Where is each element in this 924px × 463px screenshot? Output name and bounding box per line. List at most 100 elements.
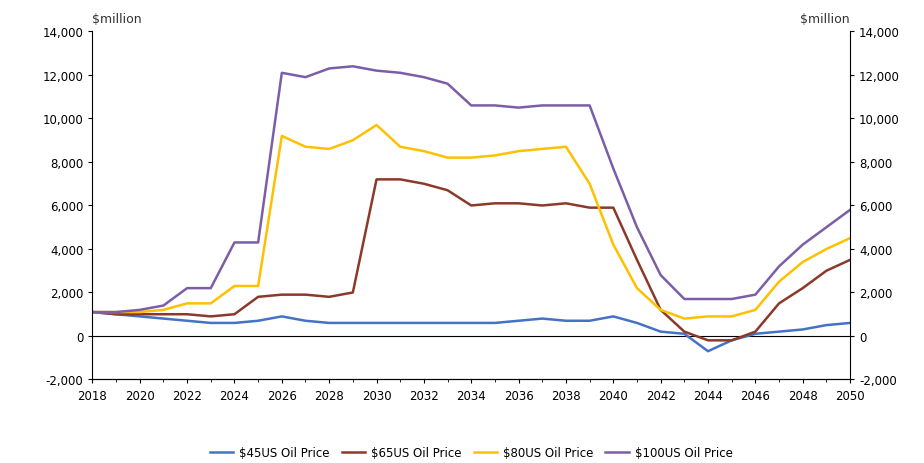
Line: $100US Oil Price: $100US Oil Price xyxy=(92,67,850,313)
$45US Oil Price xyxy=(229,320,240,326)
$45US Oil Price xyxy=(205,320,216,326)
$65US Oil Price xyxy=(205,314,216,319)
$65US Oil Price xyxy=(134,312,145,317)
$65US Oil Price xyxy=(608,206,619,211)
Legend: $45US Oil Price, $65US Oil Price, $80US Oil Price, $100US Oil Price: $45US Oil Price, $65US Oil Price, $80US … xyxy=(205,441,737,463)
$100US Oil Price xyxy=(347,64,359,70)
$80US Oil Price xyxy=(655,307,666,313)
Line: $45US Oil Price: $45US Oil Price xyxy=(92,313,850,351)
$100US Oil Price xyxy=(323,67,334,72)
$80US Oil Price xyxy=(395,144,406,150)
$100US Oil Price xyxy=(797,242,808,248)
$65US Oil Price xyxy=(466,203,477,209)
$80US Oil Price xyxy=(513,149,524,155)
$45US Oil Price xyxy=(749,332,760,337)
$100US Oil Price xyxy=(134,307,145,313)
$100US Oil Price xyxy=(300,75,311,81)
$100US Oil Price xyxy=(158,303,169,309)
$65US Oil Price xyxy=(584,206,595,211)
$100US Oil Price xyxy=(466,103,477,109)
Line: $80US Oil Price: $80US Oil Price xyxy=(92,126,850,319)
$80US Oil Price xyxy=(797,260,808,265)
$80US Oil Price xyxy=(371,123,382,129)
$45US Oil Price xyxy=(182,318,193,324)
$65US Oil Price xyxy=(749,329,760,335)
$65US Oil Price xyxy=(442,188,453,194)
$100US Oil Price xyxy=(419,75,430,81)
$80US Oil Price xyxy=(229,283,240,289)
$80US Oil Price xyxy=(631,286,642,291)
$65US Oil Price xyxy=(111,312,122,317)
$80US Oil Price xyxy=(490,153,501,159)
$80US Oil Price xyxy=(111,310,122,315)
$100US Oil Price xyxy=(608,166,619,172)
$45US Oil Price xyxy=(158,316,169,322)
$100US Oil Price xyxy=(490,103,501,109)
$65US Oil Price xyxy=(655,307,666,313)
$80US Oil Price xyxy=(749,307,760,313)
$80US Oil Price xyxy=(584,181,595,187)
$80US Oil Price xyxy=(466,156,477,161)
$65US Oil Price xyxy=(395,177,406,183)
$65US Oil Price xyxy=(490,201,501,206)
$45US Oil Price xyxy=(513,318,524,324)
$45US Oil Price xyxy=(631,320,642,326)
$65US Oil Price xyxy=(702,338,713,344)
$100US Oil Price xyxy=(655,273,666,278)
$65US Oil Price xyxy=(773,301,784,307)
$45US Oil Price xyxy=(252,318,263,324)
$45US Oil Price xyxy=(845,320,856,326)
$65US Oil Price xyxy=(182,312,193,317)
$80US Oil Price xyxy=(276,134,287,139)
$80US Oil Price xyxy=(702,314,713,319)
$65US Oil Price xyxy=(560,201,571,206)
$65US Oil Price xyxy=(252,294,263,300)
$65US Oil Price xyxy=(347,290,359,295)
$45US Oil Price xyxy=(371,320,382,326)
$65US Oil Price xyxy=(419,181,430,187)
$65US Oil Price xyxy=(276,292,287,298)
$65US Oil Price xyxy=(821,269,832,274)
$100US Oil Price xyxy=(537,103,548,109)
$45US Oil Price xyxy=(679,332,690,337)
$100US Oil Price xyxy=(702,297,713,302)
$100US Oil Price xyxy=(845,207,856,213)
$80US Oil Price xyxy=(87,310,98,315)
$65US Oil Price xyxy=(537,203,548,209)
$65US Oil Price xyxy=(87,310,98,315)
$100US Oil Price xyxy=(726,297,737,302)
$65US Oil Price xyxy=(513,201,524,206)
$80US Oil Price xyxy=(773,279,784,285)
$80US Oil Price xyxy=(134,310,145,315)
$45US Oil Price xyxy=(323,320,334,326)
$100US Oil Price xyxy=(182,286,193,291)
$100US Oil Price xyxy=(276,71,287,76)
$100US Oil Price xyxy=(87,310,98,315)
$45US Oil Price xyxy=(111,312,122,317)
$45US Oil Price xyxy=(608,314,619,319)
$45US Oil Price xyxy=(134,314,145,319)
$100US Oil Price xyxy=(679,297,690,302)
$80US Oil Price xyxy=(323,147,334,152)
$45US Oil Price xyxy=(87,310,98,315)
$100US Oil Price xyxy=(513,106,524,111)
$45US Oil Price xyxy=(537,316,548,322)
$80US Oil Price xyxy=(158,307,169,313)
$45US Oil Price xyxy=(490,320,501,326)
$100US Oil Price xyxy=(631,225,642,231)
$65US Oil Price xyxy=(679,329,690,335)
Line: $65US Oil Price: $65US Oil Price xyxy=(92,180,850,341)
$45US Oil Price xyxy=(702,349,713,354)
$45US Oil Price xyxy=(821,323,832,328)
$80US Oil Price xyxy=(442,156,453,161)
$80US Oil Price xyxy=(252,283,263,289)
$45US Oil Price xyxy=(773,329,784,335)
$80US Oil Price xyxy=(347,138,359,144)
$65US Oil Price xyxy=(631,257,642,263)
$80US Oil Price xyxy=(679,316,690,322)
$100US Oil Price xyxy=(560,103,571,109)
$65US Oil Price xyxy=(797,286,808,291)
$100US Oil Price xyxy=(584,103,595,109)
$80US Oil Price xyxy=(608,242,619,248)
$65US Oil Price xyxy=(371,177,382,183)
